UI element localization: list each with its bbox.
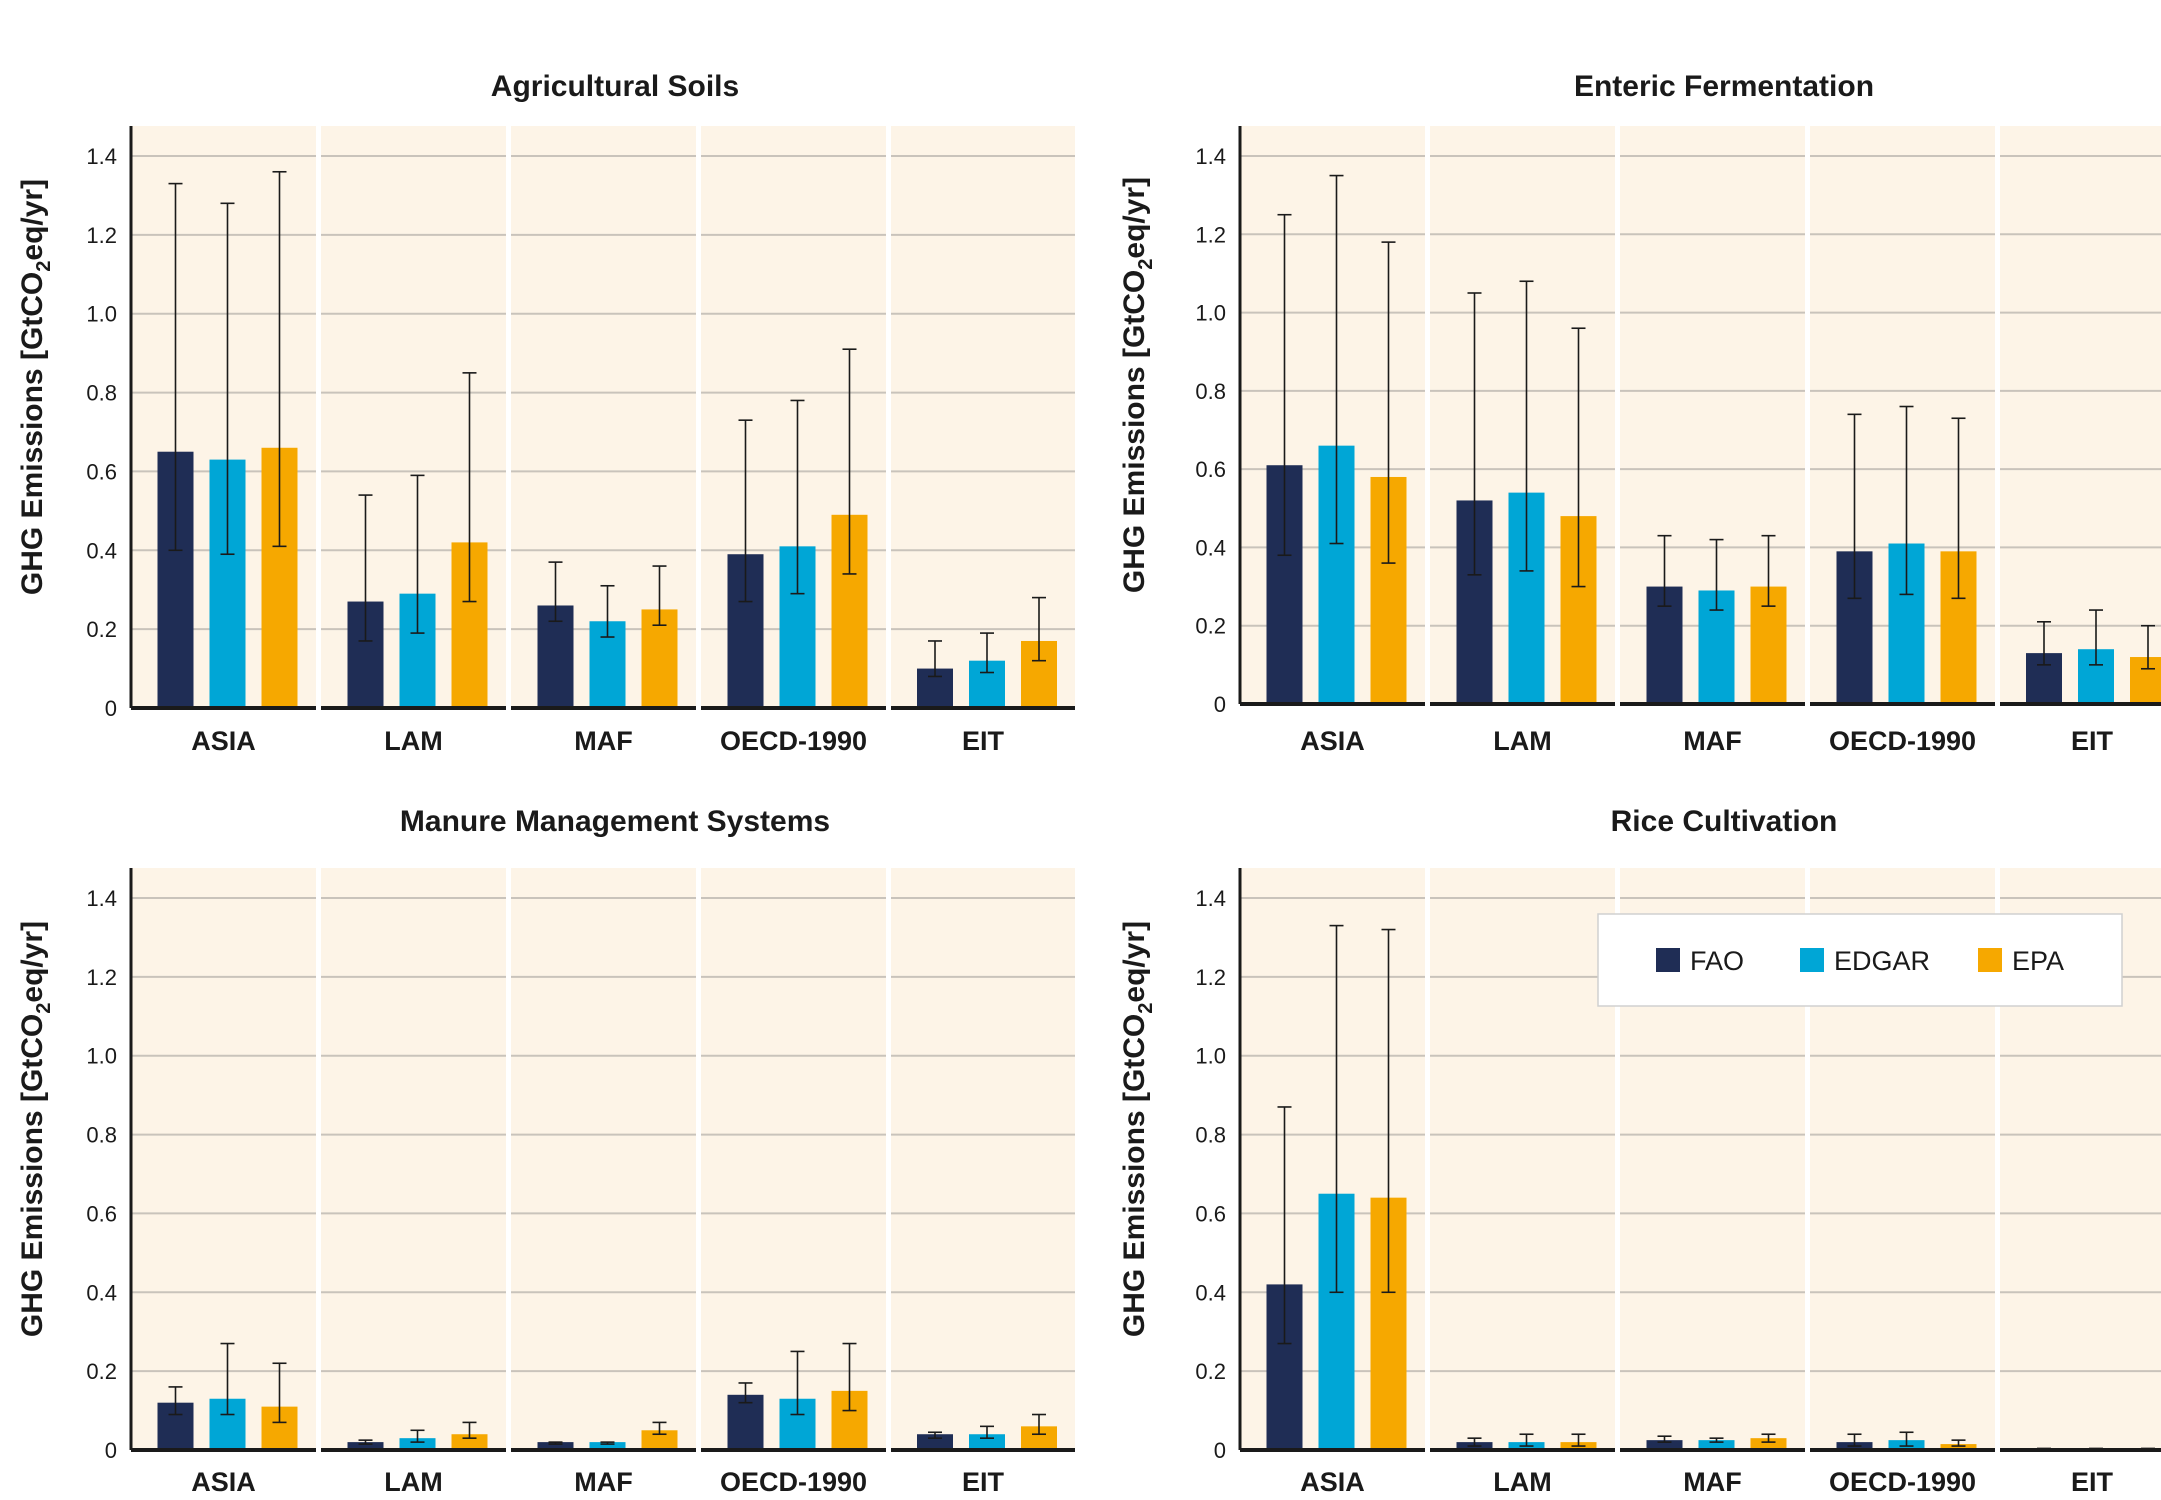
y-tick-label: 0.6 [1195, 1201, 1226, 1226]
legend-label-edgar: EDGAR [1834, 946, 1930, 976]
y-tick-label: 0.8 [1195, 1123, 1226, 1148]
bar-edgar-eit [969, 1434, 1005, 1450]
group-label-oecd-1990: OECD-1990 [720, 1467, 867, 1497]
y-tick-label: 1.2 [86, 965, 117, 990]
group-label-lam: LAM [1493, 726, 1551, 756]
panel-background [511, 868, 696, 1450]
y-tick-label: 1.4 [86, 886, 117, 911]
y-tick-label: 1.2 [86, 223, 117, 248]
y-tick-label: 0.2 [86, 1359, 117, 1384]
panel-background [321, 868, 506, 1450]
group-label-asia: ASIA [191, 726, 256, 756]
legend-label-fao: FAO [1690, 946, 1744, 976]
group-label-maf: MAF [1683, 1467, 1741, 1497]
bar-epa-eit [2130, 657, 2161, 704]
group-label-maf: MAF [1683, 726, 1741, 756]
panel-background [701, 868, 886, 1450]
panel-background [891, 868, 1075, 1450]
group-label-asia: ASIA [1300, 726, 1365, 756]
legend-box [1597, 913, 2123, 1007]
y-tick-label: 0.2 [86, 617, 117, 642]
legend-label-epa: EPA [2012, 946, 2064, 976]
legend: FAO EDGAR EPA [1597, 913, 2123, 1007]
y-tick-label: 1.2 [1195, 222, 1226, 247]
bar-edgar-maf [589, 1442, 626, 1450]
group-label-maf: MAF [574, 726, 632, 756]
panel-4: 0 0.2 0.4 0.6 0.8 1.0 1.2 1.4 GHG Emissions [GtC… [1118, 805, 2161, 1497]
y-tick-label: 0.2 [1195, 1359, 1226, 1384]
y-tick-label: 0 [105, 696, 117, 721]
y-tick-label: 0.4 [86, 538, 117, 563]
y-tick-label: 0.8 [86, 381, 117, 406]
panel-title: Agricultural Soils [491, 70, 739, 103]
y-tick-label: 0.4 [1195, 1280, 1226, 1305]
y-tick-label: 1.0 [1195, 301, 1226, 326]
y-tick-label: 1.4 [86, 144, 117, 169]
y-tick-label: 0.6 [86, 1201, 117, 1226]
y-tick-label: 0.6 [86, 459, 117, 484]
y-tick-label: 1.0 [1195, 1044, 1226, 1069]
y-tick-label: 0 [105, 1438, 117, 1463]
panel-title: Rice Cultivation [1611, 805, 1838, 838]
y-tick-label: 0.8 [86, 1123, 117, 1148]
panel-3: 0 0.2 0.4 0.6 0.8 1.0 1.2 1.4 GHG Emissions [GtC… [16, 805, 1075, 1497]
y-tick-label: 0 [1214, 692, 1226, 717]
group-label-maf: MAF [574, 1467, 632, 1497]
group-label-lam: LAM [384, 726, 442, 756]
panel-title: Enteric Fermentation [1574, 70, 1874, 103]
bar-fao-eit [917, 1434, 953, 1450]
y-tick-label: 1.0 [86, 302, 117, 327]
y-tick-label: 1.4 [1195, 886, 1226, 911]
group-label-eit: EIT [962, 726, 1005, 756]
group-label-eit: EIT [962, 1467, 1005, 1497]
y-tick-label: 0.8 [1195, 379, 1226, 404]
group-label-lam: LAM [1493, 1467, 1551, 1497]
bar-epa-eit [1021, 1426, 1057, 1450]
y-axis-label: GHG Emissions [GtCO2eq/yr] [16, 179, 55, 595]
bar-fao-lam [347, 1442, 384, 1450]
bar-fao-oecd-1990 [727, 1394, 764, 1450]
bar-epa-oecd-1990 [1940, 1444, 1977, 1450]
bar-edgar-lam [399, 1438, 436, 1450]
y-axis-label: GHG Emissions [GtCO2eq/yr] [1118, 177, 1157, 593]
panel-background [2000, 126, 2161, 704]
bar-epa-maf [1750, 1438, 1787, 1450]
bar-fao-maf [537, 1442, 574, 1450]
group-label-asia: ASIA [1300, 1467, 1365, 1497]
panel-background [891, 126, 1075, 708]
y-tick-label: 0.4 [86, 1280, 117, 1305]
bar-fao-maf [1646, 1440, 1683, 1450]
group-label-oecd-1990: OECD-1990 [720, 726, 867, 756]
y-tick-label: 0.4 [1195, 535, 1226, 560]
y-tick-label: 0.6 [1195, 457, 1226, 482]
y-tick-label: 0 [1214, 1438, 1226, 1463]
bar-epa-lam [451, 1434, 488, 1450]
group-label-eit: EIT [2071, 1467, 2114, 1497]
group-label-oecd-1990: OECD-1990 [1829, 1467, 1976, 1497]
legend-swatch-fao [1656, 948, 1680, 972]
group-label-lam: LAM [384, 1467, 442, 1497]
panel-background [1430, 868, 1615, 1450]
y-tick-label: 1.0 [86, 1044, 117, 1069]
panel-background [131, 868, 316, 1450]
bar-fao-maf [537, 605, 574, 708]
y-tick-label: 1.4 [1195, 144, 1226, 169]
legend-swatch-edgar [1800, 948, 1824, 972]
panel-1: 0 0.2 0.4 0.6 0.8 1.0 1.2 1.4 GHG Emissions [GtC… [16, 70, 1075, 756]
y-tick-label: 1.2 [1195, 965, 1226, 990]
bar-epa-maf [641, 1430, 678, 1450]
y-tick-label: 0.2 [1195, 614, 1226, 639]
y-axis-label: GHG Emissions [GtCO2eq/yr] [1118, 921, 1157, 1337]
group-label-asia: ASIA [191, 1467, 256, 1497]
group-label-oecd-1990: OECD-1990 [1829, 726, 1976, 756]
group-label-eit: EIT [2071, 726, 2114, 756]
y-axis-label: GHG Emissions [GtCO2eq/yr] [16, 921, 55, 1337]
bar-edgar-maf [1698, 1440, 1735, 1450]
legend-swatch-epa [1978, 948, 2002, 972]
panel-2: 0 0.2 0.4 0.6 0.8 1.0 1.2 1.4 GHG Emissions [GtC… [1118, 70, 2161, 756]
panel-title: Manure Management Systems [400, 805, 830, 838]
